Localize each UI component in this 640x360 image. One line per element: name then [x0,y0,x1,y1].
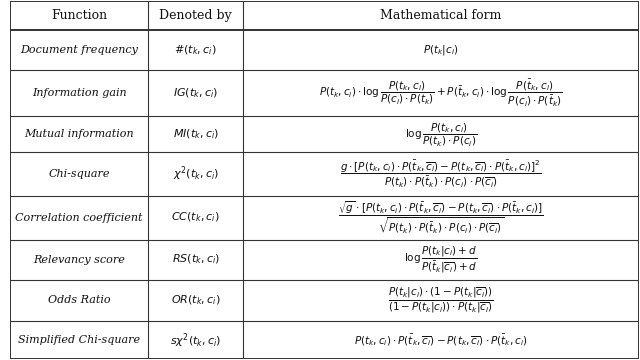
Text: $s\chi^2(t_k, c_i)$: $s\chi^2(t_k, c_i)$ [170,331,221,350]
Text: Odds Ratio: Odds Ratio [48,296,111,306]
Text: $MI(t_k, c_i)$: $MI(t_k, c_i)$ [173,127,219,141]
Text: $P(t_k, c_i) \cdot \log \dfrac{P(t_k, c_i)}{P(c_i) \cdot P(t_k)} + P(\bar{t}_k, : $P(t_k, c_i) \cdot \log \dfrac{P(t_k, c_… [319,78,563,109]
Text: $\dfrac{g \cdot [P(t_k, c_i) \cdot P(\bar{t}_k, \overline{c_i}) - P(t_k, \overli: $\dfrac{g \cdot [P(t_k, c_i) \cdot P(\ba… [340,158,542,189]
Text: $\chi^2(t_k, c_i)$: $\chi^2(t_k, c_i)$ [173,165,219,183]
Text: Denoted by: Denoted by [159,9,232,22]
Text: Relevancy score: Relevancy score [33,255,125,265]
Text: $\dfrac{P(t_k|c_i) \cdot (1 - P(t_k|\overline{c_i}))}{(1 - P(t_k|c_i)) \cdot P(t: $\dfrac{P(t_k|c_i) \cdot (1 - P(t_k|\ove… [388,286,494,315]
Text: Mathematical form: Mathematical form [380,9,502,22]
Text: $CC(t_k, c_i)$: $CC(t_k, c_i)$ [171,211,220,224]
Text: Simplified Chi-square: Simplified Chi-square [18,335,140,345]
Text: Mutual information: Mutual information [24,129,134,139]
Text: $RS(t_k, c_i)$: $RS(t_k, c_i)$ [172,253,220,266]
Text: $P(t_k|c_i)$: $P(t_k|c_i)$ [423,43,459,57]
Text: Correlation coefficient: Correlation coefficient [15,213,143,222]
Text: Function: Function [51,9,107,22]
Text: $\log \dfrac{P(t_k, c_i)}{P(t_k) \cdot P(c_i)}$: $\log \dfrac{P(t_k, c_i)}{P(t_k) \cdot P… [405,121,477,148]
Text: Chi-square: Chi-square [49,169,110,179]
Text: $\#(t_k, c_i)$: $\#(t_k, c_i)$ [174,44,217,57]
Text: $\log \dfrac{P(t_k|c_i) + d}{P(\bar{t}_k|\overline{c_i}) + d}$: $\log \dfrac{P(t_k|c_i) + d}{P(\bar{t}_k… [404,244,477,275]
Text: Information gain: Information gain [32,88,127,98]
Text: $P(t_k, c_i) \cdot P(\bar{t}_k, \overline{c_i}) - P(t_k, \overline{c_i}) \cdot P: $P(t_k, c_i) \cdot P(\bar{t}_k, \overlin… [354,332,528,348]
Text: $\dfrac{\sqrt{g} \cdot [P(t_k, c_i) \cdot P(\bar{t}_k, \overline{c_i}) - P(t_k, : $\dfrac{\sqrt{g} \cdot [P(t_k, c_i) \cdo… [338,199,544,236]
Text: Document frequency: Document frequency [20,45,138,55]
Text: $IG(t_k, c_i)$: $IG(t_k, c_i)$ [173,86,218,100]
Text: $OR(t_k, c_i)$: $OR(t_k, c_i)$ [171,294,220,307]
